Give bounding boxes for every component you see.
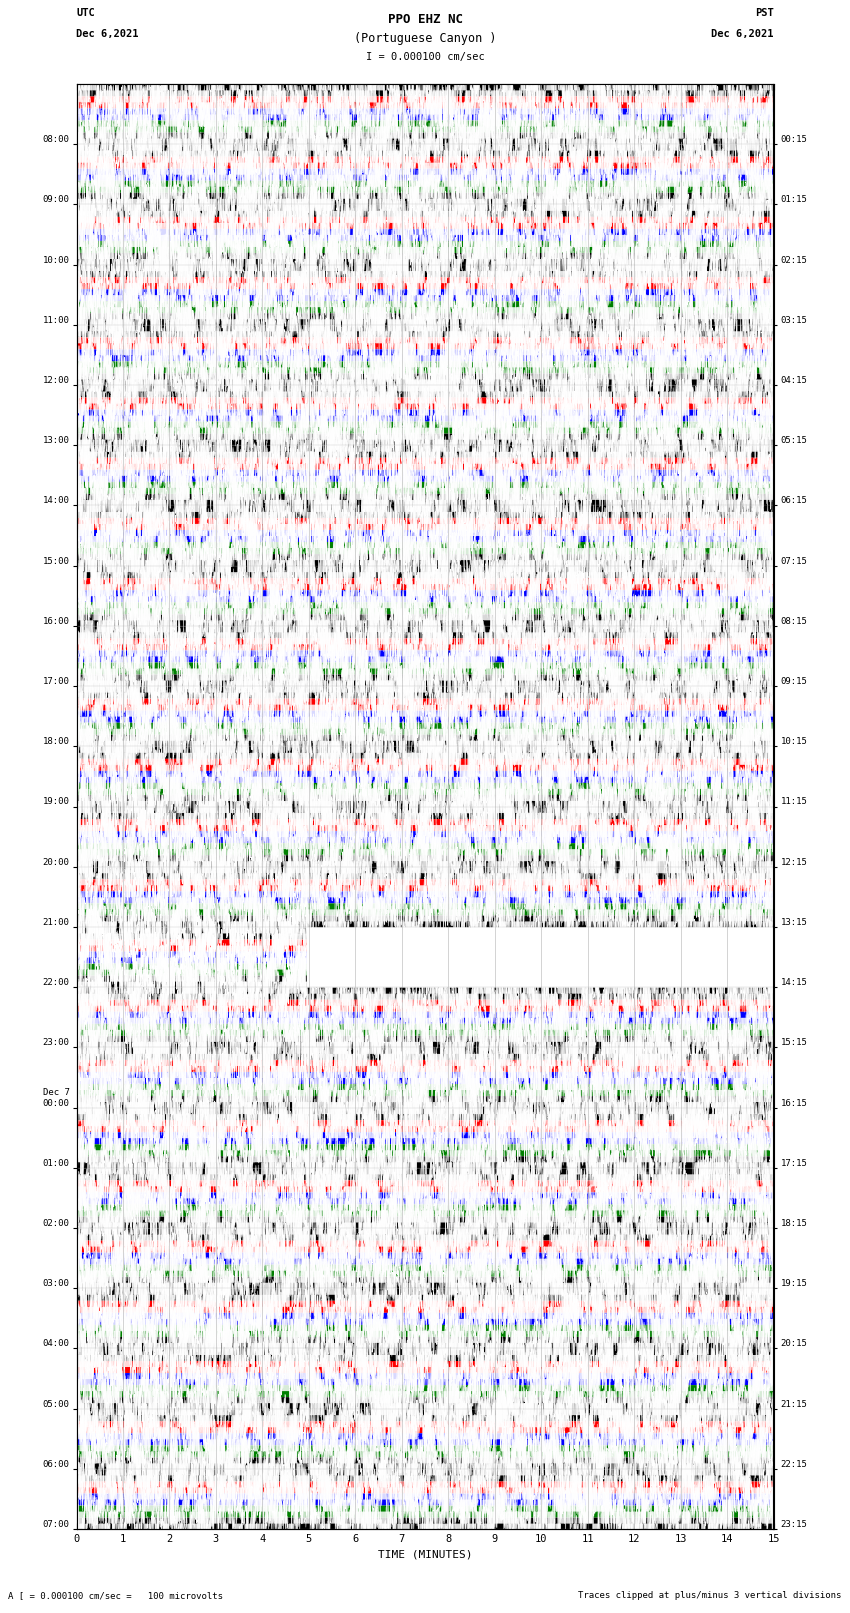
Text: A [ = 0.000100 cm/sec =   100 microvolts: A [ = 0.000100 cm/sec = 100 microvolts — [8, 1590, 224, 1600]
Text: (Portuguese Canyon ): (Portuguese Canyon ) — [354, 32, 496, 45]
Text: PPO EHZ NC: PPO EHZ NC — [388, 13, 462, 26]
Text: UTC: UTC — [76, 8, 95, 18]
Text: I = 0.000100 cm/sec: I = 0.000100 cm/sec — [366, 52, 484, 61]
Text: PST: PST — [755, 8, 774, 18]
Text: Dec 6,2021: Dec 6,2021 — [711, 29, 774, 39]
Text: Dec 6,2021: Dec 6,2021 — [76, 29, 139, 39]
X-axis label: TIME (MINUTES): TIME (MINUTES) — [377, 1550, 473, 1560]
Text: Traces clipped at plus/minus 3 vertical divisions: Traces clipped at plus/minus 3 vertical … — [578, 1590, 842, 1600]
